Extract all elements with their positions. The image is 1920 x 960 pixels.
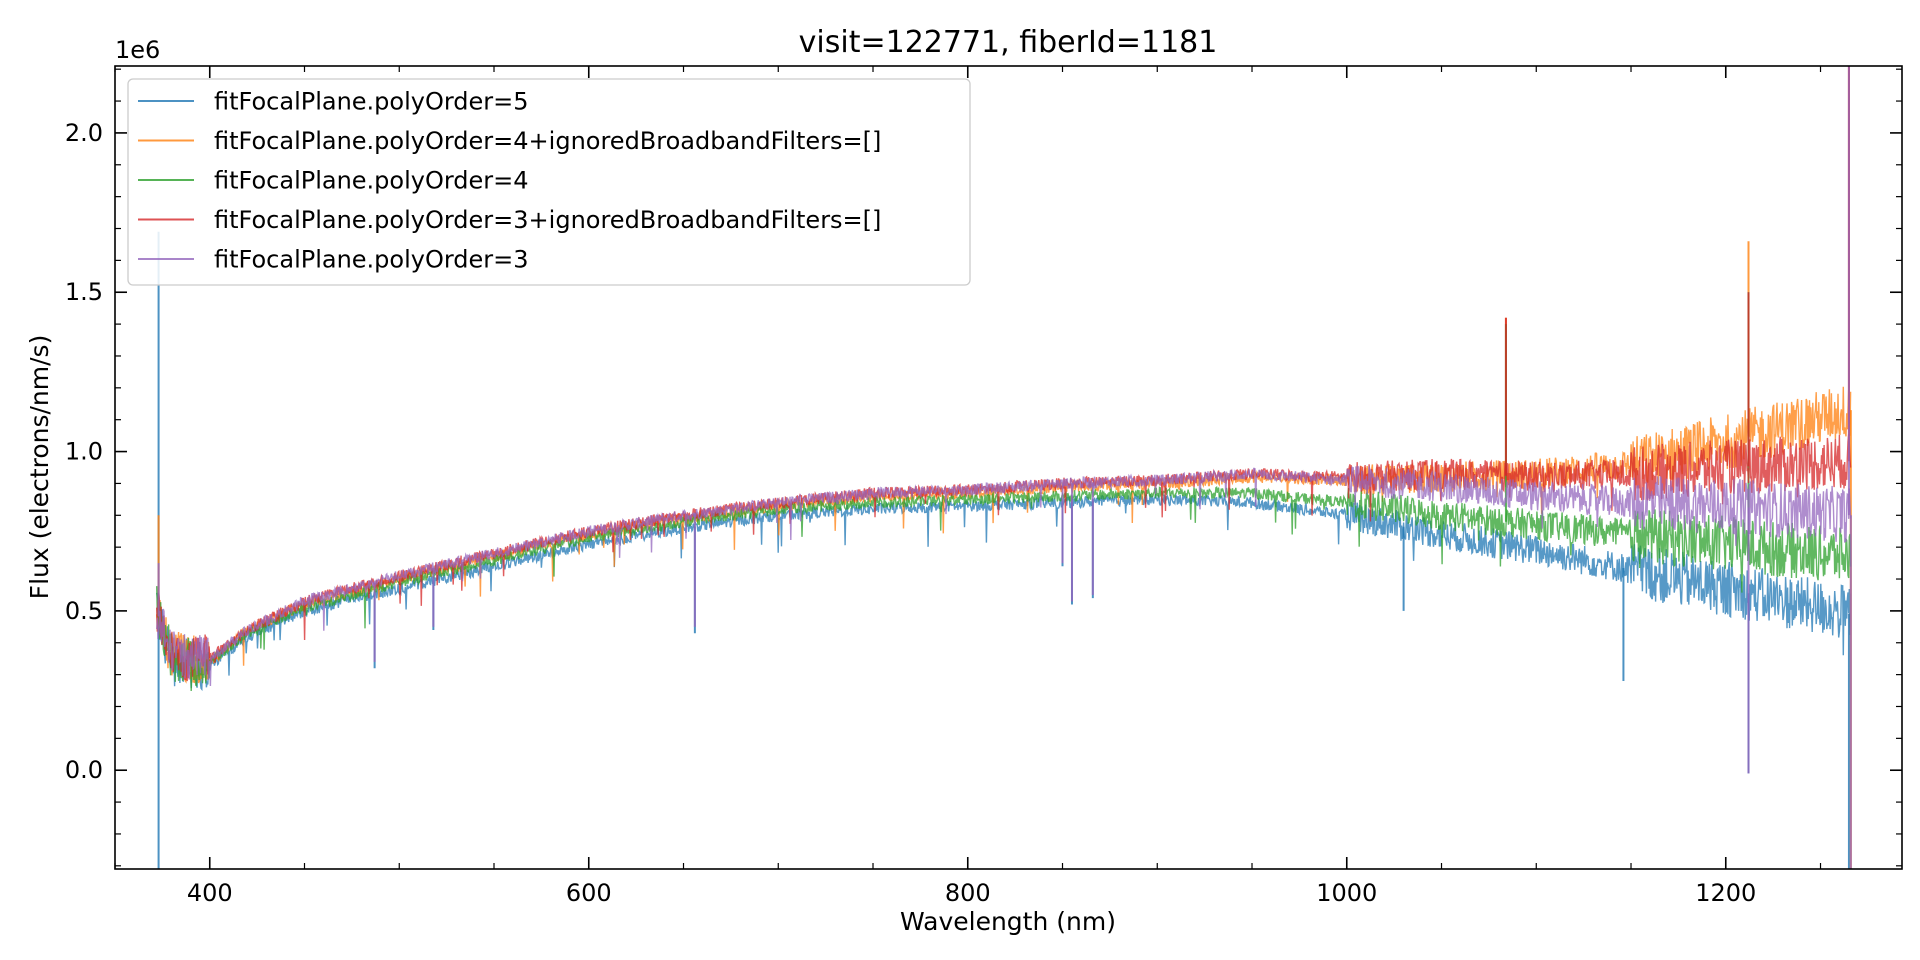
x-tick-label: 800	[945, 879, 991, 907]
x-tick-label: 1200	[1695, 879, 1756, 907]
y-axis-title: Flux (electrons/nm/s)	[25, 335, 54, 600]
x-tick-label: 600	[566, 879, 612, 907]
series-line	[156, 465, 1852, 687]
chart-title: visit=122771, fiberId=1181	[799, 25, 1218, 60]
y-tick-label: 0.0	[65, 756, 103, 784]
x-tick-label: 400	[187, 879, 233, 907]
legend-label: fitFocalPlane.polyOrder=5	[214, 88, 529, 116]
legend: fitFocalPlane.polyOrder=5 fitFocalPlane.p…	[127, 78, 971, 286]
plot-frame	[114, 65, 1903, 870]
series-layer	[156, 66, 1852, 869]
y-tick-label: 1.5	[65, 278, 103, 306]
legend-label: fitFocalPlane.polyOrder=4	[214, 167, 529, 195]
y-tick-label: 0.5	[65, 597, 103, 625]
y-offset-label: 1e6	[115, 36, 160, 64]
ticks-layer: 400 600 800 1000 1200 0.0 0.5 1.0 1.5 2.0	[65, 66, 1902, 907]
legend-label: fitFocalPlane.polyOrder=4+ignoredBroadba…	[214, 127, 881, 155]
legend-label: fitFocalPlane.polyOrder=3	[214, 246, 529, 274]
series-line	[156, 486, 1852, 692]
y-tick-label: 1.0	[65, 438, 103, 466]
x-tick-label: 1000	[1316, 879, 1377, 907]
series-line	[156, 433, 1852, 682]
x-axis-title: Wavelength (nm)	[900, 907, 1116, 936]
legend-label: fitFocalPlane.polyOrder=3+ignoredBroadba…	[214, 206, 881, 234]
legend-frame	[127, 78, 971, 286]
y-tick-label: 2.0	[65, 119, 103, 147]
